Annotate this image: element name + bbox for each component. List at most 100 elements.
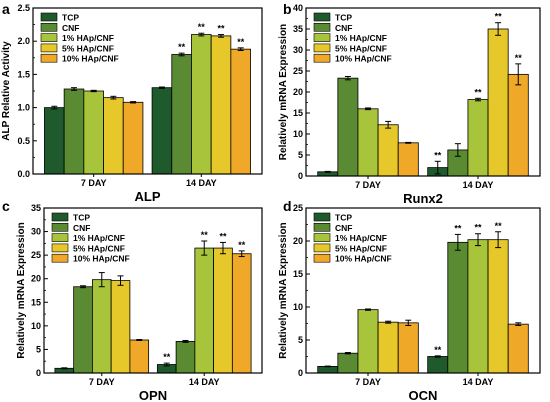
legend-label: CNF (335, 223, 352, 233)
panel-letter: d (283, 198, 292, 214)
chart-title: ALP (135, 189, 161, 204)
y-tick-label: 0.5 (17, 136, 30, 146)
y-axis-label: Relatively mRNA Expression (278, 24, 289, 160)
legend-label: 1% HAp/CNF (73, 233, 125, 243)
significance-label: ** (219, 231, 227, 241)
y-tick-label: 35 (31, 203, 41, 213)
bar (487, 28, 509, 177)
legend-label: CNF (335, 23, 352, 33)
legend-label: 5% HAp/CNF (73, 243, 125, 253)
bar (83, 90, 104, 175)
bar (230, 48, 251, 175)
y-tick-label: 10 (31, 321, 41, 331)
legend-swatch (313, 33, 331, 42)
y-tick-label: 30 (293, 45, 303, 55)
y-tick-label: 0 (36, 368, 41, 378)
legend-swatch (51, 253, 69, 263)
y-tick-label: 0 (298, 368, 303, 378)
legend-label: TCP (73, 213, 90, 223)
y-tick-label: 1.0 (17, 103, 30, 113)
significance-label: ** (515, 53, 523, 63)
bar (191, 34, 212, 175)
significance-label: ** (495, 221, 503, 231)
y-tick-label: 20 (293, 87, 303, 97)
chart-title: Runx2 (403, 191, 443, 206)
legend-swatch (40, 43, 58, 53)
bar (467, 239, 489, 374)
significance-label: ** (474, 87, 482, 97)
legend-swatch (313, 223, 331, 232)
bar (171, 54, 192, 175)
y-tick-label: 20 (31, 274, 41, 284)
legend-label: 1% HAp/CNF (335, 233, 387, 243)
legend-swatch (51, 223, 69, 232)
plot-frame (305, 7, 541, 177)
bar (397, 142, 419, 177)
significance-label: ** (434, 345, 442, 355)
bar (467, 99, 489, 177)
y-axis-label: Relatively mRNA Expression (278, 222, 289, 358)
y-tick-label: 0.0 (17, 169, 30, 179)
y-tick-label: 5 (298, 150, 303, 160)
legend-swatch (313, 43, 331, 53)
legend-label: TCP (62, 13, 79, 23)
legend-swatch (313, 12, 331, 22)
significance-label: ** (454, 223, 462, 233)
bar (317, 365, 339, 374)
bar (91, 279, 112, 374)
y-tick-label: 10 (293, 129, 303, 139)
y-tick-label: 5 (36, 344, 41, 354)
y-tick-label: 5 (298, 335, 303, 345)
legend-swatch (313, 22, 331, 32)
legend-label: 10% HAp/CNF (335, 54, 392, 64)
bar (337, 77, 359, 177)
bar (357, 309, 379, 374)
x-tick-label: 14 DAY (463, 377, 494, 387)
significance-label: ** (237, 37, 245, 47)
y-tick-label: 15 (293, 108, 303, 118)
legend-label: TCP (335, 213, 352, 223)
panel-letter: c (2, 198, 10, 214)
bar (103, 97, 124, 175)
bar (44, 107, 65, 175)
y-tick-label: 20 (293, 236, 303, 246)
bar (110, 280, 131, 374)
bar (122, 101, 144, 175)
significance-label: ** (198, 22, 206, 32)
plot-frame (43, 207, 263, 374)
significance-label: ** (474, 223, 482, 233)
chart-title: OCN (409, 388, 438, 402)
legend-swatch (40, 22, 58, 32)
y-tick-label: 15 (293, 269, 303, 279)
x-tick-label: 7 DAY (89, 377, 115, 387)
bar (210, 35, 232, 175)
significance-label: ** (218, 24, 226, 34)
x-tick-label: 7 DAY (81, 178, 107, 188)
significance-label: ** (201, 230, 209, 240)
legend-swatch (51, 233, 69, 242)
y-tick-label: 10 (293, 302, 303, 312)
legend-label: 5% HAp/CNF (335, 243, 387, 253)
bar (427, 356, 449, 374)
plot-frame (32, 7, 263, 175)
legend-swatch (313, 212, 331, 222)
bar (129, 339, 150, 374)
legend-swatch (40, 12, 58, 22)
bar (194, 247, 215, 374)
y-tick-label: 0 (298, 171, 303, 181)
x-tick-label: 7 DAY (355, 180, 381, 190)
legend-label: 10% HAp/CNF (73, 254, 130, 264)
bar (507, 73, 529, 177)
bar (337, 352, 359, 374)
y-tick-label: 1.5 (17, 69, 30, 79)
y-tick-label: 35 (293, 24, 303, 34)
panel-a: a 0.0 0.5 1.0 1.5 2.0 2.5 ALP Relative Activity… (1, 1, 263, 204)
significance-label: ** (238, 240, 246, 250)
significance-label: ** (178, 42, 186, 52)
bar (397, 322, 419, 374)
significance-label: ** (495, 12, 503, 22)
panel-letter: a (2, 1, 10, 17)
y-tick-label: 25 (293, 66, 303, 76)
